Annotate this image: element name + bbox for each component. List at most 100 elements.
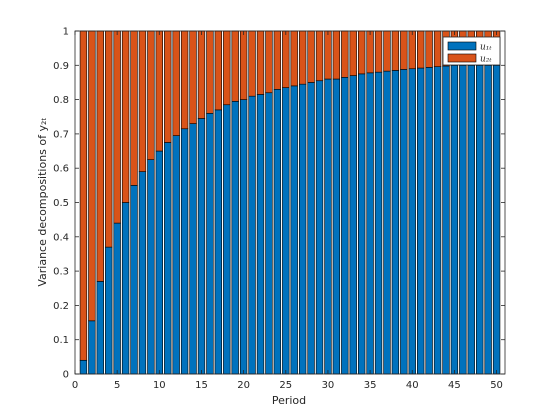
bar-series-2-period-2 (88, 30, 96, 322)
bar-series-1-period-23 (265, 92, 273, 375)
x-tick-label: 20 (237, 380, 250, 391)
legend-swatch-series-1 (447, 41, 477, 51)
bar-series-2-period-14 (189, 30, 197, 124)
bar-series-1-period-47 (467, 65, 475, 375)
bar-series-2-period-34 (357, 30, 366, 75)
y-tick-label: 0.2 (53, 301, 69, 312)
bar-series-2-period-19 (231, 30, 239, 102)
bar-series-1-period-45 (450, 65, 459, 375)
bar-series-1-period-19 (231, 101, 239, 375)
bar-series-1-period-37 (383, 70, 391, 375)
x-tick-label: 35 (364, 380, 377, 391)
bar-series-2-period-10 (155, 30, 163, 152)
bar-series-2-period-41 (417, 30, 425, 69)
bar-series-1-period-4 (105, 246, 113, 375)
bar-series-2-period-28 (307, 30, 315, 83)
bar-series-2-period-38 (391, 30, 400, 71)
bar-series-2-period-37 (383, 30, 391, 72)
bar-series-2-period-13 (180, 30, 189, 130)
bar-series-1-period-34 (357, 73, 366, 375)
bar-series-1-period-31 (332, 78, 341, 375)
bar-series-2-period-16 (206, 30, 214, 114)
legend-label-series-1: u₁ₜ (480, 43, 492, 53)
bar-series-2-period-1 (79, 30, 88, 361)
bar-series-1-period-39 (400, 69, 408, 375)
bar-series-1-period-13 (180, 128, 189, 375)
bar-series-1-period-14 (189, 123, 197, 375)
y-tick-label: 0.4 (53, 232, 69, 243)
bar-series-1-period-27 (298, 83, 307, 375)
bar-series-1-period-36 (374, 71, 383, 375)
bar-series-1-period-18 (223, 104, 231, 375)
bar-series-2-period-4 (105, 30, 113, 248)
bar-series-2-period-22 (256, 30, 265, 95)
bar-series-1-period-1 (79, 359, 88, 375)
bar-series-2-period-11 (164, 30, 172, 143)
x-tick-label: 5 (114, 380, 120, 391)
x-tick-label: 50 (490, 380, 503, 391)
bar-series-1-period-3 (96, 281, 104, 375)
bar-series-1-period-24 (273, 89, 282, 375)
bar-series-2-period-8 (138, 30, 147, 172)
bar-series-2-period-3 (96, 30, 104, 282)
bar-series-1-period-43 (433, 66, 442, 375)
x-axis-title: Period (272, 394, 306, 407)
bar-series-1-period-10 (155, 150, 163, 375)
bar-series-1-period-26 (290, 85, 298, 375)
bar-series-2-period-30 (324, 30, 332, 80)
bar-series-2-period-24 (273, 30, 282, 90)
y-tick-label: 0.6 (53, 164, 69, 175)
bar-series-1-period-6 (121, 202, 130, 375)
x-tick-label: 0 (72, 380, 78, 391)
y-axis-title: Variance decompositions of y₂ₜ (36, 117, 49, 286)
bar-series-2-period-39 (400, 30, 408, 70)
bar-series-2-period-9 (147, 30, 155, 160)
bar-series-2-period-18 (223, 30, 231, 106)
bar-series-2-period-27 (298, 30, 307, 85)
bar-series-1-period-40 (408, 68, 416, 375)
bar-series-1-period-41 (417, 67, 425, 375)
bar-series-1-period-16 (206, 113, 214, 375)
bar-series-2-period-32 (341, 30, 349, 78)
bar-series-1-period-8 (138, 171, 147, 375)
bar-series-1-period-38 (391, 70, 400, 375)
y-tick-label: 0.7 (53, 129, 69, 140)
bar-series-1-period-33 (349, 75, 357, 375)
bar-series-2-period-12 (172, 30, 180, 136)
bar-series-1-period-9 (147, 159, 155, 375)
bar-series-1-period-21 (248, 95, 256, 375)
bar-series-2-period-20 (239, 30, 248, 100)
bar-series-2-period-29 (315, 30, 324, 82)
bar-series-1-period-17 (214, 109, 223, 375)
bar-series-1-period-44 (442, 65, 450, 375)
bar-series-2-period-25 (282, 30, 290, 88)
bar-series-2-period-31 (332, 30, 341, 80)
bar-series-2-period-42 (425, 30, 433, 68)
bar-series-1-period-29 (315, 80, 324, 375)
x-tick-label: 15 (195, 380, 208, 391)
bar-series-1-period-49 (484, 65, 492, 375)
bar-series-2-period-26 (290, 30, 298, 87)
bar-series-2-period-33 (349, 30, 357, 76)
bar-series-2-period-5 (113, 30, 121, 224)
bar-series-1-period-11 (164, 142, 172, 375)
bar-series-1-period-30 (324, 78, 332, 375)
bar-series-1-period-42 (425, 67, 433, 375)
x-tick-label: 25 (279, 380, 292, 391)
bar-series-2-period-35 (366, 30, 374, 74)
bar-series-1-period-7 (130, 185, 138, 375)
y-tick-label: 0.8 (53, 95, 69, 106)
bar-series-1-period-2 (88, 320, 96, 375)
axes: 0 5 10 15 20 25 30 35 40 45 50 0 0.1 0.2 0.3 0.4 0.5 0.6 0… (53, 27, 506, 391)
y-tick-label: 0.3 (53, 267, 69, 278)
bar-series-1-period-35 (366, 72, 374, 375)
x-tick-label: 30 (322, 380, 335, 391)
bar-series-1-period-5 (113, 222, 121, 375)
bar-series-2-period-36 (374, 30, 383, 73)
legend-swatch-series-2 (447, 53, 477, 63)
bar-series-1-period-15 (197, 118, 206, 375)
x-tick-label: 45 (448, 380, 461, 391)
plot-background (75, 31, 505, 374)
